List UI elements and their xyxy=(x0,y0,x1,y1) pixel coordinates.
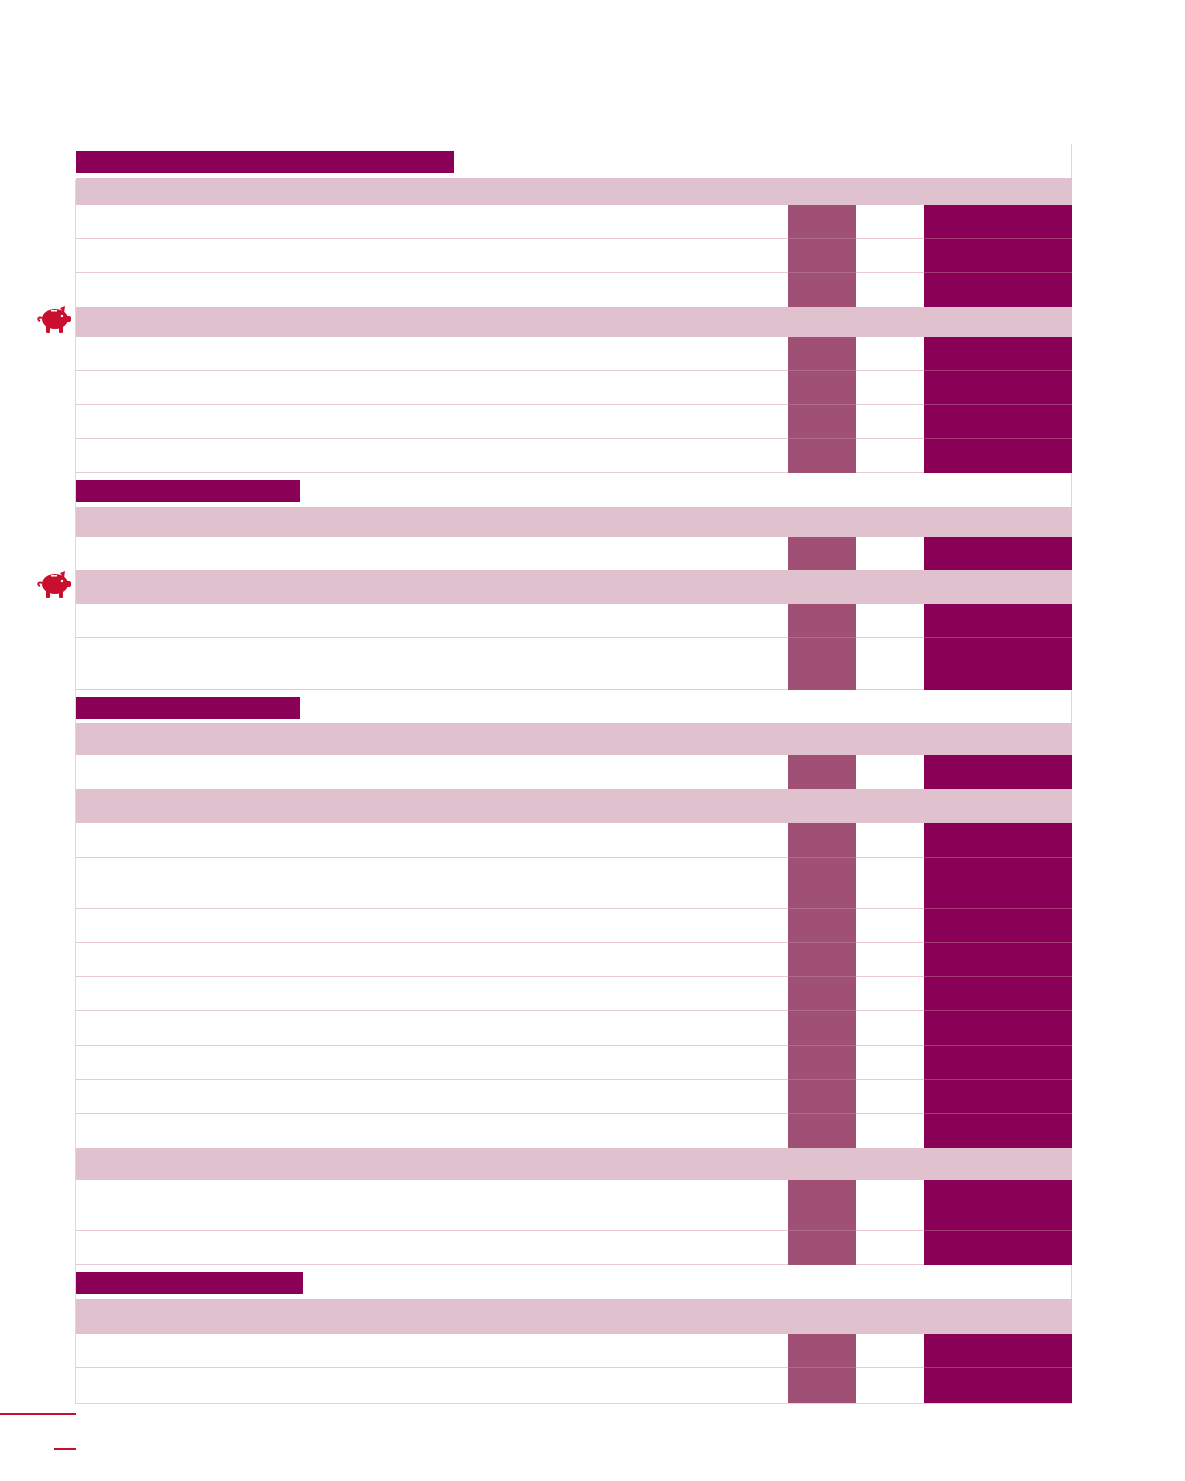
page-number-rule xyxy=(54,1448,76,1450)
value-cell-c xyxy=(924,823,1072,858)
table-row xyxy=(76,1080,1072,1114)
value-cell-a xyxy=(788,943,856,977)
section-band xyxy=(76,307,1072,337)
value-cell-a xyxy=(788,537,856,570)
value-cell-c xyxy=(924,1011,1072,1046)
table-row xyxy=(76,1180,1072,1231)
value-cell-c xyxy=(924,337,1072,371)
section-band xyxy=(76,507,1072,537)
value-cell-a xyxy=(788,909,856,943)
value-cell-a xyxy=(788,858,856,909)
value-cell-c xyxy=(924,205,1072,239)
value-cell-c xyxy=(924,273,1072,307)
section-band xyxy=(76,723,1072,755)
section-title-bar xyxy=(76,480,300,502)
piggy-bank-icon xyxy=(37,571,71,598)
value-cell-a xyxy=(788,273,856,307)
value-cell-c xyxy=(924,1046,1072,1080)
value-cell-c xyxy=(924,1114,1072,1148)
value-cell-a xyxy=(788,1011,856,1046)
section-title-bar xyxy=(76,697,300,719)
piggy-bank-icon xyxy=(37,306,71,333)
table-row xyxy=(76,1368,1072,1403)
table-row xyxy=(76,755,1072,789)
value-cell-a xyxy=(788,823,856,858)
value-cell-c xyxy=(924,405,1072,439)
section-title-bar xyxy=(76,151,454,173)
table-row xyxy=(76,823,1072,858)
value-cell-a xyxy=(788,1080,856,1114)
value-cell-a xyxy=(788,371,856,405)
value-cell-c xyxy=(924,1334,1072,1368)
table-row xyxy=(76,1231,1072,1265)
table-row xyxy=(76,943,1072,977)
value-cell-a xyxy=(788,638,856,690)
table-row xyxy=(76,537,1072,570)
value-cell-a xyxy=(788,239,856,273)
value-cell-a xyxy=(788,1334,856,1368)
value-cell-c xyxy=(924,1231,1072,1265)
section-band xyxy=(76,789,1072,823)
footer-rule xyxy=(0,1413,76,1415)
table-row xyxy=(76,439,1072,473)
section-title-bar xyxy=(76,1272,303,1294)
table-row xyxy=(76,1011,1072,1046)
value-cell-c xyxy=(924,537,1072,570)
table-frame-left xyxy=(75,180,76,1404)
value-cell-c xyxy=(924,858,1072,909)
table-row xyxy=(76,1334,1072,1368)
value-cell-a xyxy=(788,1180,856,1231)
section-band xyxy=(76,1148,1072,1180)
table-row xyxy=(76,1046,1072,1080)
table-row xyxy=(76,977,1072,1011)
table-row xyxy=(76,858,1072,909)
value-cell-a xyxy=(788,1114,856,1148)
value-cell-c xyxy=(924,604,1072,638)
table-row xyxy=(76,909,1072,943)
value-cell-a xyxy=(788,439,856,473)
table-row xyxy=(76,239,1072,273)
table-row xyxy=(76,405,1072,439)
value-cell-c xyxy=(924,755,1072,789)
value-cell-a xyxy=(788,977,856,1011)
value-cell-c xyxy=(924,909,1072,943)
section-band xyxy=(76,178,1072,205)
value-cell-c xyxy=(924,977,1072,1011)
value-cell-c xyxy=(924,638,1072,690)
value-cell-a xyxy=(788,604,856,638)
table-row xyxy=(76,371,1072,405)
table-row xyxy=(76,273,1072,307)
value-cell-a xyxy=(788,1368,856,1403)
table-frame-bottom xyxy=(75,1403,1072,1404)
value-cell-c xyxy=(924,1368,1072,1403)
value-cell-c xyxy=(924,239,1072,273)
value-cell-c xyxy=(924,439,1072,473)
value-cell-a xyxy=(788,755,856,789)
value-cell-c xyxy=(924,1080,1072,1114)
section-band xyxy=(76,1299,1072,1334)
table-row xyxy=(76,205,1072,239)
value-cell-a xyxy=(788,205,856,239)
value-cell-a xyxy=(788,405,856,439)
value-cell-a xyxy=(788,337,856,371)
table-row xyxy=(76,604,1072,638)
section-band xyxy=(76,570,1072,604)
value-cell-c xyxy=(924,1180,1072,1231)
value-cell-c xyxy=(924,943,1072,977)
table-row xyxy=(76,1114,1072,1148)
value-cell-c xyxy=(924,371,1072,405)
table-row xyxy=(76,337,1072,371)
table-row xyxy=(76,638,1072,690)
value-cell-a xyxy=(788,1046,856,1080)
value-cell-a xyxy=(788,1231,856,1265)
